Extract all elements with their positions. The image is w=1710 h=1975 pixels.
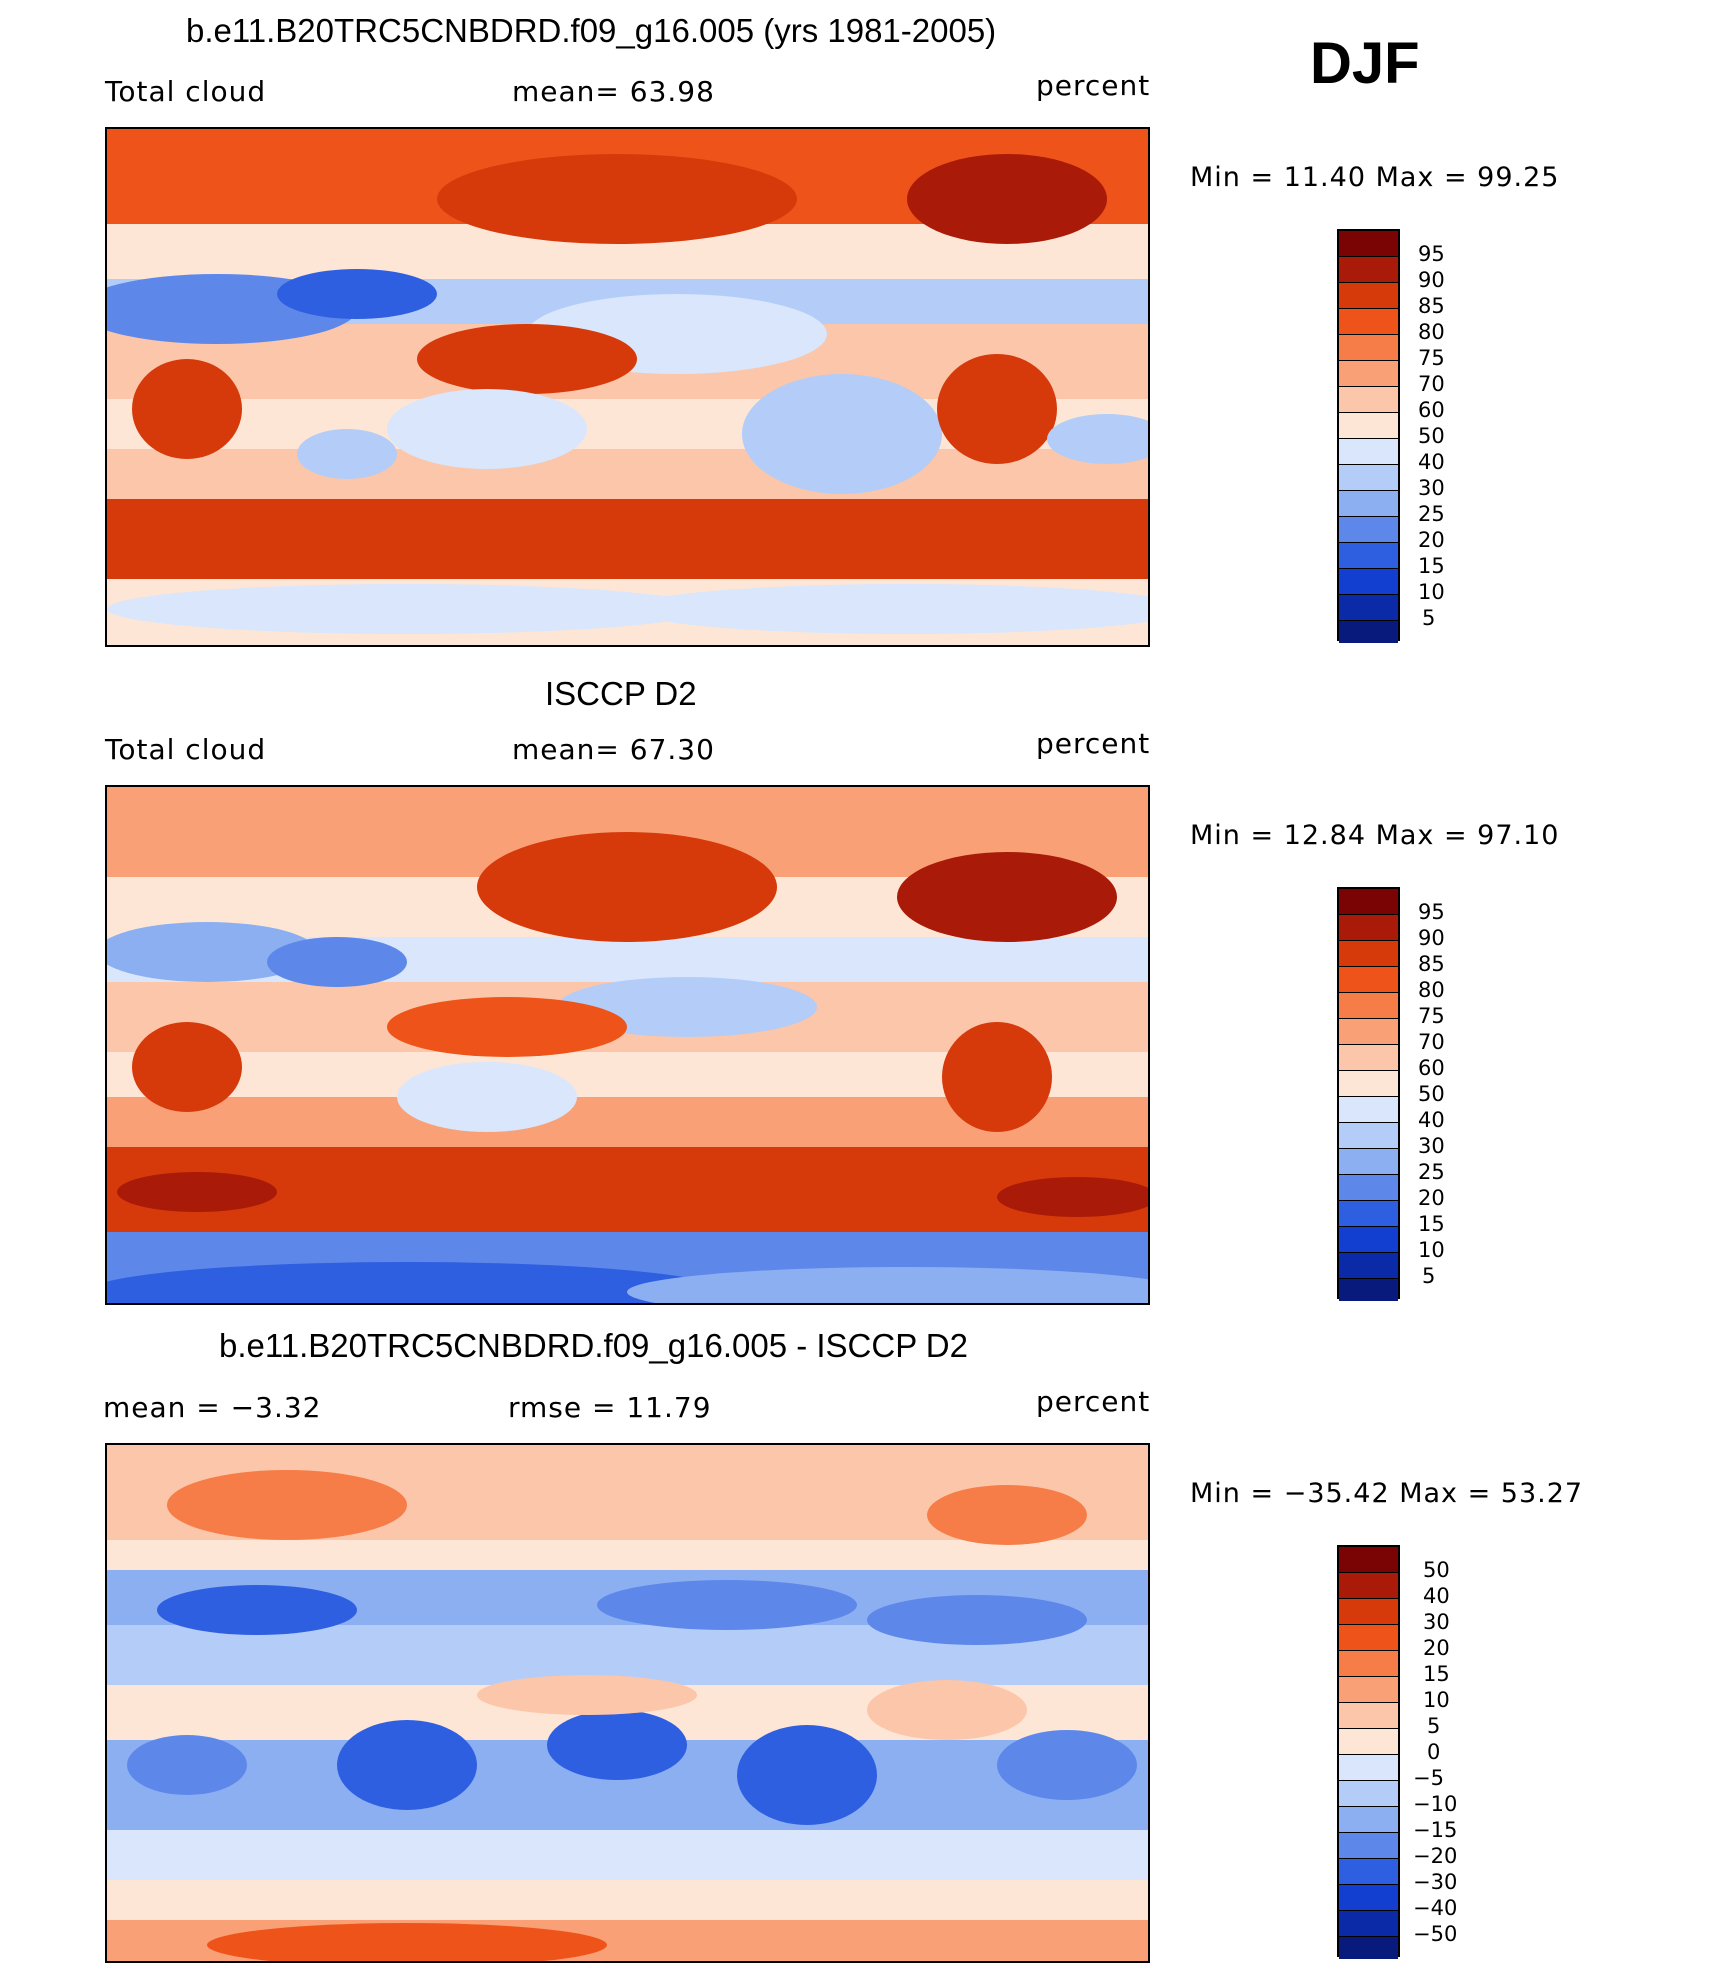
panel-3-title: b.e11.B20TRC5CNBDRD.f09_g16.005 - ISCCP … [219, 1327, 968, 1364]
colorbar-tick: 90 [1418, 268, 1445, 292]
colorbar-tick: 80 [1418, 320, 1445, 344]
panel-2-mean-label: mean= 67.30 [512, 733, 715, 766]
colorbar-tick: −20 [1413, 1844, 1458, 1868]
colorbar-tick: −5 [1413, 1766, 1444, 1790]
colorbar-tick: 50 [1418, 1082, 1445, 1106]
colorbar-tick: 95 [1418, 242, 1445, 266]
panel-1-colorbar [1337, 229, 1400, 643]
colorbar-tick: 20 [1418, 528, 1445, 552]
colorbar-tick: 5 [1427, 1714, 1441, 1738]
panel-1-units-label: percent [1036, 69, 1151, 102]
colorbar-tick: −15 [1413, 1818, 1458, 1842]
colorbar-tick: 70 [1418, 1030, 1445, 1054]
colorbar-tick: −50 [1413, 1922, 1458, 1946]
colorbar-tick: 75 [1418, 1004, 1445, 1028]
colorbar-tick: 30 [1418, 476, 1445, 500]
colorbar-tick: 95 [1418, 900, 1445, 924]
colorbar-tick: −10 [1413, 1792, 1458, 1816]
panel-2-colorbar [1337, 887, 1400, 1301]
colorbar-tick: 40 [1418, 1108, 1445, 1132]
colorbar-tick: 0 [1427, 1740, 1441, 1764]
colorbar-tick: 80 [1418, 978, 1445, 1002]
colorbar-tick: 85 [1418, 952, 1445, 976]
panel-3-range: Min = −35.42 Max = 53.27 [1190, 1478, 1584, 1509]
panel-3-colorbar [1337, 1545, 1400, 1959]
colorbar-tick: 20 [1418, 1186, 1445, 1210]
panel-2-title: ISCCP D2 [545, 675, 697, 712]
panel-1-map [105, 127, 1150, 647]
colorbar-tick: 15 [1418, 1212, 1445, 1236]
panel-2-map [105, 785, 1150, 1305]
colorbar-tick: 85 [1418, 294, 1445, 318]
panel-2-variable-label: Total cloud [105, 733, 267, 766]
colorbar-tick: 50 [1418, 424, 1445, 448]
panel-2-units-label: percent [1036, 727, 1151, 760]
colorbar-tick: 15 [1423, 1662, 1450, 1686]
colorbar-tick: 60 [1418, 398, 1445, 422]
panel-1-range: Min = 11.40 Max = 99.25 [1190, 162, 1560, 193]
panel-3-contour-field [107, 1445, 1148, 1961]
colorbar-tick: 10 [1423, 1688, 1450, 1712]
panel-2-contour-field [107, 787, 1148, 1303]
panel-3-rmse-label: rmse = 11.79 [508, 1391, 712, 1424]
colorbar-tick: 5 [1422, 606, 1436, 630]
colorbar-tick: 30 [1418, 1134, 1445, 1158]
colorbar-tick: −40 [1413, 1896, 1458, 1920]
colorbar-tick: 10 [1418, 580, 1445, 604]
colorbar-tick: 70 [1418, 372, 1445, 396]
colorbar-tick: 25 [1418, 502, 1445, 526]
panel-2-range: Min = 12.84 Max = 97.10 [1190, 820, 1560, 851]
panel-3-mean-label: mean = −3.32 [103, 1391, 322, 1424]
panel-1-title: b.e11.B20TRC5CNBDRD.f09_g16.005 (yrs 198… [186, 12, 997, 49]
panel-1-contour-field [107, 129, 1148, 645]
colorbar-tick: 20 [1423, 1636, 1450, 1660]
colorbar-tick: 15 [1418, 554, 1445, 578]
panel-1-mean-label: mean= 63.98 [512, 75, 715, 108]
panel-1-variable-label: Total cloud [105, 75, 267, 108]
colorbar-tick: 25 [1418, 1160, 1445, 1184]
colorbar-tick: 30 [1423, 1610, 1450, 1634]
colorbar-tick: 90 [1418, 926, 1445, 950]
colorbar-tick: 40 [1423, 1584, 1450, 1608]
colorbar-tick: −30 [1413, 1870, 1458, 1894]
panel-3-map [105, 1443, 1150, 1963]
colorbar-tick: 50 [1423, 1558, 1450, 1582]
colorbar-tick: 10 [1418, 1238, 1445, 1262]
season-label: DJF [1310, 31, 1420, 96]
colorbar-tick: 75 [1418, 346, 1445, 370]
colorbar-tick: 5 [1422, 1264, 1436, 1288]
panel-3-units-label: percent [1036, 1385, 1151, 1418]
colorbar-tick: 60 [1418, 1056, 1445, 1080]
colorbar-tick: 40 [1418, 450, 1445, 474]
